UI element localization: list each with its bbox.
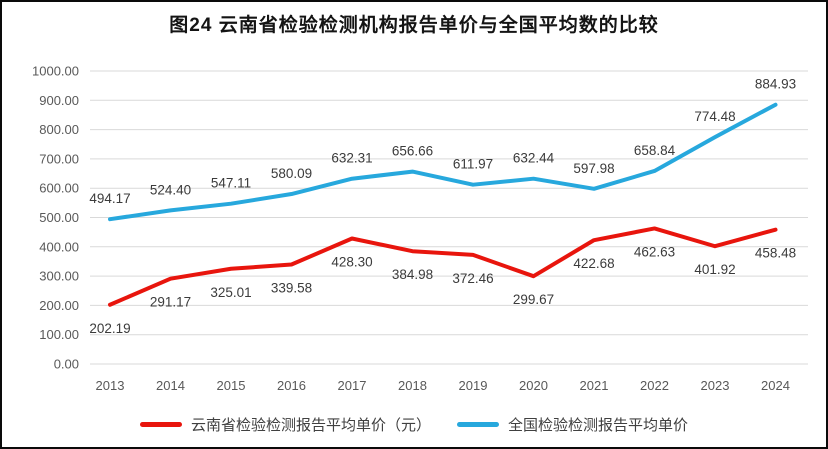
x-axis-tick-label: 2023 (701, 378, 730, 393)
y-axis-tick-label: 0.00 (54, 357, 79, 372)
y-axis-tick-label: 300.00 (39, 269, 79, 284)
legend-label-yunnan: 云南省检验检测报告平均单价（元） (190, 417, 431, 434)
data-point-label: 422.68 (573, 256, 614, 271)
data-point-label: 632.31 (331, 151, 372, 166)
data-point-label: 401.92 (694, 262, 735, 277)
x-axis-tick-label: 2024 (761, 378, 790, 393)
data-point-label: 299.67 (513, 292, 554, 307)
data-point-label: 291.17 (150, 295, 191, 310)
x-axis-tick-label: 2016 (277, 378, 306, 393)
y-axis-tick-label: 700.00 (39, 151, 79, 166)
x-axis-tick-label: 2015 (217, 378, 246, 393)
data-point-label: 372.46 (452, 271, 493, 286)
series-line (108, 226, 778, 307)
data-point-label: 774.48 (694, 109, 735, 124)
data-point-label: 580.09 (271, 166, 312, 181)
data-point-label: 384.98 (392, 267, 433, 282)
data-point-label: 524.40 (150, 182, 191, 197)
x-axis-tick-label: 2017 (338, 378, 367, 393)
legend-item-yunnan: 云南省检验检测报告平均单价（元） (139, 414, 431, 435)
data-point-label: 494.17 (89, 191, 130, 206)
data-point-label: 597.98 (573, 161, 614, 176)
y-axis-tick-label: 1000.00 (32, 64, 79, 79)
y-axis-tick-label: 500.00 (39, 210, 79, 225)
x-axis-tick-label: 2020 (519, 378, 548, 393)
data-point-label: 428.30 (331, 255, 372, 270)
national-line-swatch-icon (457, 422, 499, 427)
legend-item-national: 全国检验检测报告平均单价 (457, 414, 688, 435)
data-point-label: 658.84 (634, 143, 676, 158)
x-axis-tick-label: 2019 (459, 378, 488, 393)
y-axis-tick-label: 400.00 (39, 239, 79, 254)
x-axis-tick-label: 2014 (156, 378, 185, 393)
data-point-label: 462.63 (634, 244, 675, 259)
y-axis-tick-label: 800.00 (39, 122, 79, 137)
x-axis-tick-label: 2021 (580, 378, 609, 393)
chart-legend: 云南省检验检测报告平均单价（元） 全国检验检测报告平均单价 (2, 402, 826, 447)
data-point-label: 656.66 (392, 144, 433, 159)
data-point-label: 202.19 (89, 321, 130, 336)
y-axis-tick-label: 200.00 (39, 298, 79, 313)
yunnan-line-swatch-icon (139, 422, 182, 427)
legend-label-national: 全国检验检测报告平均单价 (508, 417, 689, 434)
line-chart-plot-area: 0.00 100.00 200.00 300.00 400.00 500.00 600.00… (32, 64, 808, 393)
x-axis-tick-label: 2013 (96, 378, 125, 393)
y-axis-tick-label: 600.00 (39, 181, 79, 196)
x-axis-tick-label: 2022 (640, 378, 669, 393)
data-point-label: 339.58 (271, 281, 312, 296)
y-axis-tick-label: 900.00 (39, 93, 79, 108)
chart-title: 图24 云南省检验检测机构报告单价与全国平均数的比较 (169, 14, 659, 36)
data-point-label: 325.01 (210, 285, 251, 300)
data-point-label: 458.48 (755, 246, 796, 261)
y-axis-tick-label: 100.00 (39, 327, 79, 342)
data-point-label: 611.97 (453, 157, 493, 172)
series-line (108, 102, 778, 222)
data-point-label: 632.44 (513, 151, 555, 166)
x-axis-tick-label: 2018 (398, 378, 427, 393)
data-point-label: 884.93 (755, 77, 796, 92)
data-point-label: 547.11 (211, 176, 251, 191)
